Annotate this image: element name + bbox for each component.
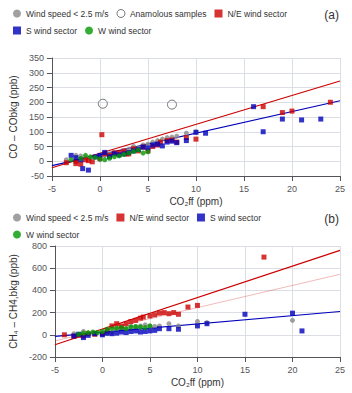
svg-text:-5: -5 (48, 184, 56, 194)
svg-text:0: 0 (42, 330, 47, 340)
svg-text:10: 10 (192, 365, 202, 375)
svg-text:5: 5 (147, 365, 152, 375)
svg-text:5: 5 (145, 184, 150, 194)
svg-text:300: 300 (29, 68, 44, 78)
svg-text:CH₄ – CH4,bkg (ppb): CH₄ – CH4,bkg (ppb) (8, 254, 19, 349)
svg-text:Wind speed < 2.5 m/s: Wind speed < 2.5 m/s (26, 213, 108, 223)
svg-text:25: 25 (335, 365, 345, 375)
svg-text:(b): (b) (324, 212, 339, 226)
svg-text:-5: -5 (51, 365, 59, 375)
svg-text:20: 20 (287, 184, 297, 194)
svg-text:15: 15 (239, 184, 249, 194)
svg-text:800: 800 (32, 241, 47, 251)
svg-text:CO₂ff (ppm): CO₂ff (ppm) (169, 196, 222, 207)
svg-text:100: 100 (29, 127, 44, 137)
svg-text:250: 250 (29, 83, 44, 93)
svg-text:200: 200 (32, 308, 47, 318)
svg-text:W wind sector: W wind sector (98, 26, 152, 36)
svg-text:-200: -200 (29, 352, 47, 362)
svg-text:600: 600 (32, 263, 47, 273)
svg-text:0: 0 (97, 184, 102, 194)
svg-text:350: 350 (29, 53, 44, 63)
svg-text:0: 0 (100, 365, 105, 375)
svg-text:15: 15 (240, 365, 250, 375)
svg-text:10: 10 (191, 184, 201, 194)
svg-text:20: 20 (287, 365, 297, 375)
svg-text:S wind sector: S wind sector (210, 213, 261, 223)
svg-text:0: 0 (39, 156, 44, 166)
svg-text:CO₂ff (ppm): CO₂ff (ppm) (171, 377, 224, 388)
svg-text:S wind sector: S wind sector (26, 26, 77, 36)
svg-text:N/E wind sector: N/E wind sector (129, 213, 189, 223)
svg-text:50: 50 (34, 142, 44, 152)
svg-text:CO – CObkg (ppb): CO – CObkg (ppb) (8, 75, 19, 158)
svg-text:N/E wind sector: N/E wind sector (227, 9, 287, 19)
svg-text:W wind sector: W wind sector (26, 230, 80, 240)
svg-text:150: 150 (29, 112, 44, 122)
svg-text:25: 25 (335, 184, 345, 194)
svg-text:(a): (a) (324, 8, 339, 22)
svg-text:400: 400 (32, 285, 47, 295)
svg-text:Anamolous samples: Anamolous samples (130, 9, 207, 19)
svg-text:Wind speed < 2.5 m/s: Wind speed < 2.5 m/s (26, 9, 108, 19)
svg-text:200: 200 (29, 97, 44, 107)
svg-text:-50: -50 (31, 171, 44, 181)
